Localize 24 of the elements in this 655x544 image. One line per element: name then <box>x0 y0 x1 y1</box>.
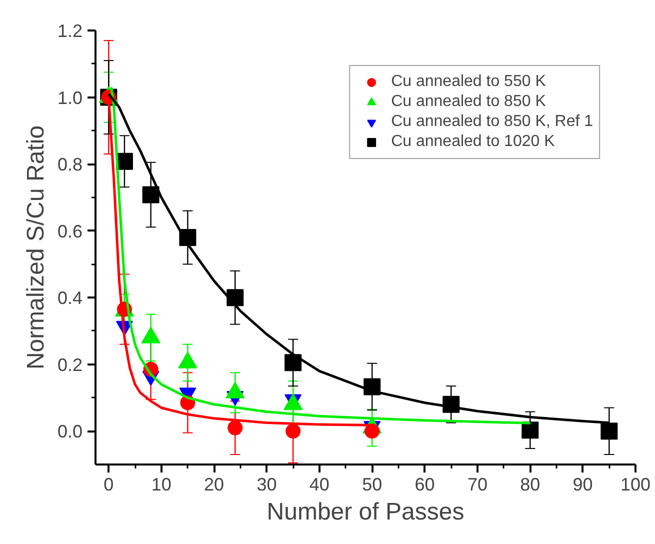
y-tick-label: 0.6 <box>57 221 83 242</box>
y-tick-label: 0.0 <box>57 422 83 442</box>
legend-label: Cu annealed to 850 K, Ref 1 <box>391 112 593 132</box>
x-tick-label: 0 <box>104 474 114 494</box>
y-tick-label: 1.0 <box>57 88 83 108</box>
x-tick-label: 50 <box>362 474 382 494</box>
x-tick-label: 70 <box>467 474 488 494</box>
x-tick-label: 80 <box>520 474 540 494</box>
legend-label: Cu annealed to 850 K <box>391 92 546 112</box>
x-tick-label: 90 <box>572 474 593 494</box>
legend-label: Cu annealed to 1020 K <box>391 132 555 152</box>
x-tick-label: 20 <box>204 474 224 494</box>
x-tick-label: 30 <box>256 474 277 494</box>
y-tick-label: 0.8 <box>57 154 83 175</box>
x-tick-label: 10 <box>151 474 172 494</box>
x-tick-label: 40 <box>309 474 330 494</box>
x-tick-label: 60 <box>414 474 435 494</box>
y-tick-label: 0.2 <box>57 354 83 375</box>
legend-label: Cu annealed to 550 K <box>391 72 546 92</box>
x-axis-title: Number of Passes <box>266 498 464 526</box>
y-tick-label: 0.4 <box>57 288 83 308</box>
y-tick-label: 1.2 <box>57 21 83 41</box>
x-tick-label: 100 <box>620 474 651 494</box>
y-axis-title: Normalized S/Cu Ratio <box>22 125 50 370</box>
